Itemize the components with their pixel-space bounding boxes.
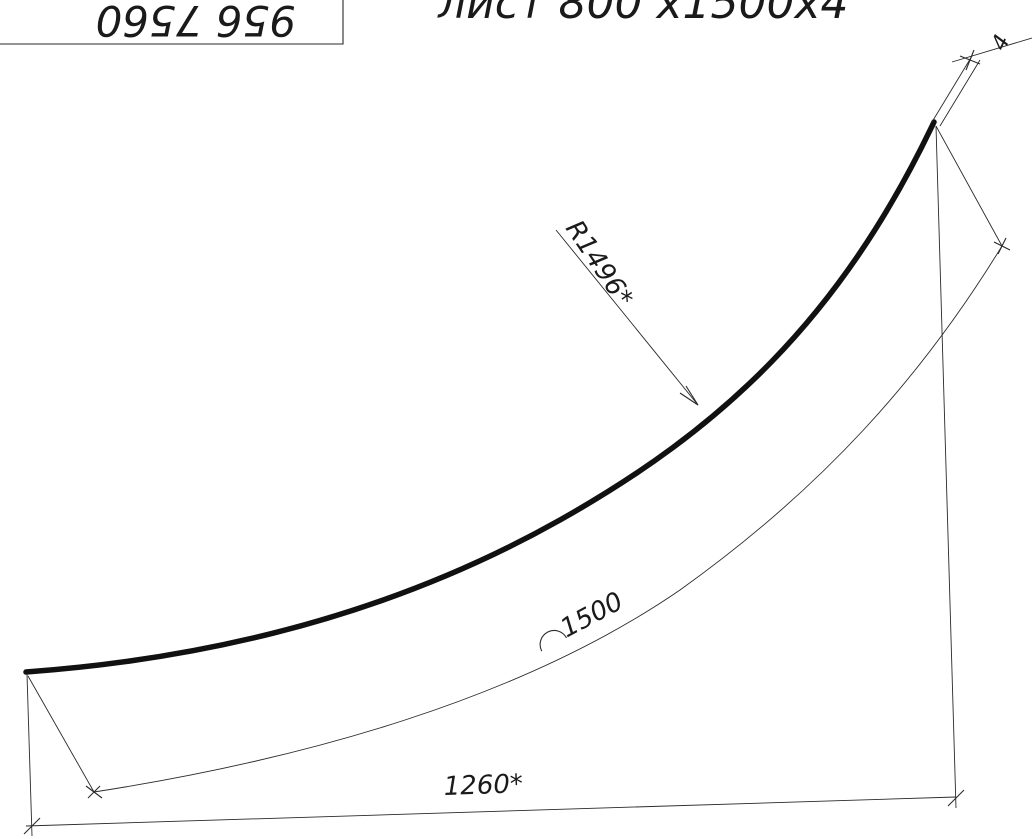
arc-ext-line-left (27, 675, 95, 793)
arc-length-dimension-line (93, 245, 1003, 793)
arc-length-label: 1500 (556, 587, 629, 645)
header-text: лист 800 x1500x4 (437, 0, 849, 29)
chord-ext-line-right (935, 125, 957, 809)
thickness-label: 4 (987, 31, 1016, 55)
arc-ext-line-right (935, 125, 1003, 247)
radius-arrowhead (679, 385, 699, 406)
arc-length-ticks (85, 237, 1011, 799)
radius-leader-line (555, 229, 699, 406)
arc-symbol-icon (539, 629, 567, 652)
title-box-frame (0, 0, 344, 45)
chord-ticks (23, 789, 965, 835)
chord-ext-line-left (26, 673, 33, 837)
chord-dimension-line (25, 796, 957, 827)
radius-label: R1496* (559, 215, 638, 312)
title-box: 956 7560 (0, 0, 344, 45)
thickness-dimension: 4 (931, 31, 1032, 127)
title-box-text: 956 7560 (96, 0, 296, 45)
chord-label: 1260* (443, 769, 523, 802)
arc-length-label-group: 1500 (539, 587, 629, 652)
sheet-outer-arc (23, 119, 937, 675)
